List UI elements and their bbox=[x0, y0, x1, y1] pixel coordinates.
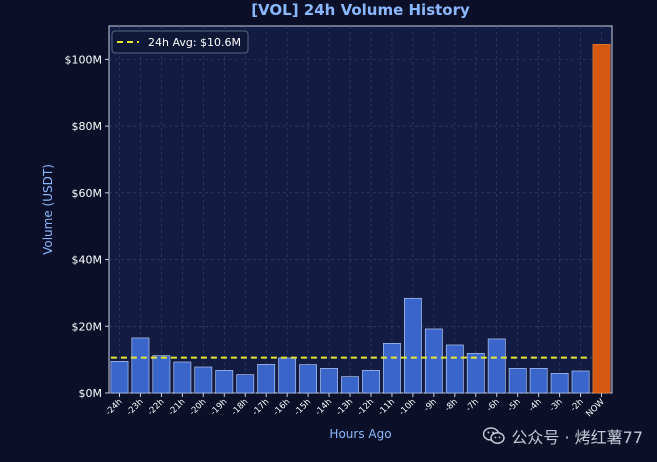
x-tick-label: -11h bbox=[376, 397, 397, 418]
bar--23h bbox=[131, 337, 150, 394]
bar--14h bbox=[320, 368, 338, 394]
bar--7h bbox=[466, 352, 485, 394]
bar--22h bbox=[152, 355, 171, 394]
bar--4h bbox=[529, 368, 548, 394]
bar--12h bbox=[362, 370, 380, 394]
x-tick-label: -21h bbox=[167, 397, 188, 418]
x-tick-label: -7h bbox=[464, 397, 481, 414]
x-tick-label: -14h bbox=[313, 397, 334, 418]
y-axis-label: Volume (USDT) bbox=[41, 164, 55, 255]
x-tick-label: -3h bbox=[548, 397, 565, 414]
legend-box bbox=[111, 30, 249, 54]
x-axis-ticks: -24h -23h -22h -21h -20h -19h -18h -17h -16h -15h… bbox=[104, 393, 607, 419]
bar--18h bbox=[236, 374, 255, 394]
x-tick-label: -24h bbox=[104, 397, 125, 418]
bar--20h bbox=[194, 366, 213, 394]
x-tick-label: -17h bbox=[251, 397, 272, 418]
bar--15h bbox=[299, 364, 317, 394]
x-tick-label: -2h bbox=[569, 397, 586, 414]
y-tick-label: $20M bbox=[72, 320, 103, 333]
bar--17h bbox=[257, 364, 276, 394]
y-axis-ticks: $0M $20M $40M $60M $80M $100M bbox=[65, 53, 109, 400]
legend: 24h Avg: $10.6M bbox=[111, 30, 249, 54]
bar--19h bbox=[215, 370, 234, 394]
bar--5h bbox=[508, 368, 527, 394]
x-tick-label: -23h bbox=[125, 397, 146, 418]
bar--24h bbox=[110, 361, 129, 394]
y-tick-label: $80M bbox=[72, 120, 103, 133]
bar--6h bbox=[487, 338, 506, 394]
watermark: 公众号 · 烤红薯77 bbox=[483, 424, 643, 448]
x-tick-label: -8h bbox=[443, 397, 460, 414]
bar--13h bbox=[341, 376, 359, 394]
chart-title: [VOL] 24h Volume History bbox=[251, 1, 470, 19]
x-tick-label: -18h bbox=[230, 397, 251, 418]
wechat-icon bbox=[483, 427, 506, 444]
bar--21h bbox=[173, 361, 192, 394]
bar--11h bbox=[383, 342, 401, 394]
y-tick-label: $100M bbox=[65, 53, 103, 66]
x-tick-label: -5h bbox=[506, 397, 523, 414]
bar--2h bbox=[571, 370, 590, 394]
x-tick-label: NOW bbox=[584, 397, 607, 420]
x-axis-label: Hours Ago bbox=[329, 427, 391, 441]
x-tick-label: -12h bbox=[355, 397, 376, 418]
x-tick-label: -6h bbox=[485, 397, 502, 414]
bar--8h bbox=[445, 344, 464, 394]
bar--3h bbox=[550, 373, 569, 394]
x-tick-label: -22h bbox=[146, 397, 167, 418]
x-tick-label: -9h bbox=[422, 397, 439, 414]
bar--16h bbox=[278, 357, 297, 394]
y-tick-label: $40M bbox=[72, 254, 103, 267]
y-tick-label: $0M bbox=[79, 387, 103, 400]
legend-label: 24h Avg: $10.6M bbox=[148, 36, 241, 49]
x-tick-label: -15h bbox=[293, 397, 314, 418]
bar--10h bbox=[404, 297, 422, 394]
x-tick-label: -4h bbox=[527, 397, 544, 414]
x-tick-label: -19h bbox=[209, 397, 230, 418]
y-tick-label: $60M bbox=[72, 187, 103, 200]
grid-lines bbox=[109, 26, 612, 394]
x-tick-label: -16h bbox=[272, 397, 293, 418]
plot-area bbox=[108, 25, 613, 394]
bar-NOW bbox=[592, 44, 611, 394]
x-tick-label: -10h bbox=[397, 397, 418, 418]
bar--9h bbox=[424, 328, 443, 394]
watermark-text: 公众号 · 烤红薯77 bbox=[511, 428, 643, 447]
x-tick-label: -20h bbox=[188, 397, 209, 418]
x-tick-label: -13h bbox=[334, 397, 355, 418]
